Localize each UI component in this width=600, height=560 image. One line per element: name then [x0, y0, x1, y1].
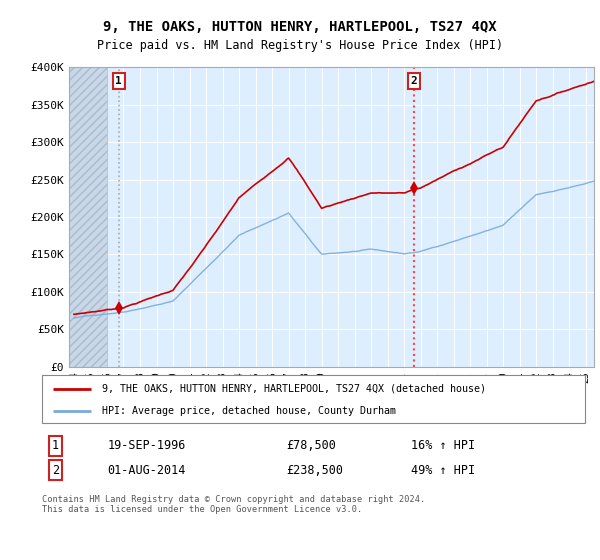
Text: Contains HM Land Registry data © Crown copyright and database right 2024.
This d: Contains HM Land Registry data © Crown c…: [42, 495, 425, 515]
Text: 49% ↑ HPI: 49% ↑ HPI: [411, 464, 475, 477]
Text: 16% ↑ HPI: 16% ↑ HPI: [411, 439, 475, 452]
Text: 1: 1: [115, 76, 122, 86]
Text: HPI: Average price, detached house, County Durham: HPI: Average price, detached house, Coun…: [102, 406, 396, 416]
Text: 9, THE OAKS, HUTTON HENRY, HARTLEPOOL, TS27 4QX: 9, THE OAKS, HUTTON HENRY, HARTLEPOOL, T…: [103, 20, 497, 34]
FancyBboxPatch shape: [42, 375, 585, 423]
Text: 01-AUG-2014: 01-AUG-2014: [107, 464, 185, 477]
Text: £78,500: £78,500: [286, 439, 336, 452]
Text: 2: 2: [410, 76, 417, 86]
Text: Price paid vs. HM Land Registry's House Price Index (HPI): Price paid vs. HM Land Registry's House …: [97, 39, 503, 52]
Text: 2: 2: [52, 464, 59, 477]
Text: 9, THE OAKS, HUTTON HENRY, HARTLEPOOL, TS27 4QX (detached house): 9, THE OAKS, HUTTON HENRY, HARTLEPOOL, T…: [102, 384, 486, 394]
Bar: [69, 67, 107, 367]
Text: 1: 1: [52, 439, 59, 452]
Text: 19-SEP-1996: 19-SEP-1996: [107, 439, 185, 452]
Text: £238,500: £238,500: [286, 464, 343, 477]
